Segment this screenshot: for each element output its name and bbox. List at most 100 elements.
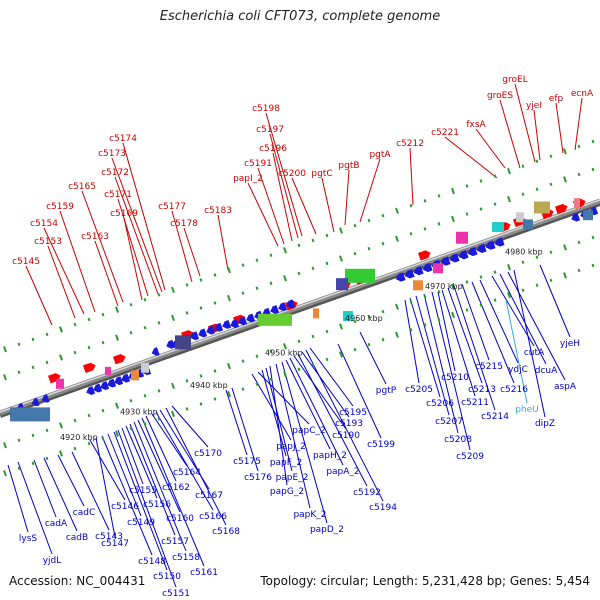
- tick-mark: [227, 294, 231, 302]
- gene-box: [343, 311, 353, 322]
- tick-mark: [395, 303, 399, 310]
- tick-mark: [409, 232, 413, 236]
- gene-label: papH_2: [313, 451, 347, 461]
- leader-line: [113, 431, 168, 571]
- tick-mark: [507, 291, 511, 299]
- gene-arrow: [214, 322, 224, 332]
- tick-mark: [493, 298, 497, 302]
- leader-line: [479, 279, 519, 364]
- scale-label: 4950 kbp: [265, 348, 303, 357]
- gene-box: [56, 378, 64, 389]
- tick-mark: [157, 389, 161, 393]
- gene-arrow: [476, 243, 487, 253]
- tick-mark: [31, 365, 35, 370]
- gene-label: c5150: [153, 572, 181, 582]
- tick-mark: [563, 148, 567, 155]
- gene-arrow: [278, 302, 288, 312]
- leader-line: [183, 227, 201, 277]
- gene-arrow: [151, 347, 160, 356]
- gene-label: c5149: [127, 518, 155, 528]
- gene-box: [313, 308, 319, 319]
- tick-mark: [255, 382, 259, 386]
- leader-line: [475, 128, 506, 169]
- tick-mark: [171, 314, 175, 322]
- leader-line: [111, 157, 163, 293]
- tick-mark: [59, 422, 63, 429]
- tick-mark: [353, 223, 357, 228]
- leader-line: [165, 407, 227, 526]
- tick-mark: [255, 286, 259, 290]
- leader-line: [269, 133, 299, 239]
- gene-arrow: [246, 313, 256, 323]
- gene-label: c5151: [162, 589, 190, 599]
- tick-mark: [535, 187, 539, 192]
- leader-line: [17, 461, 53, 555]
- tick-mark: [381, 213, 385, 218]
- gene-box: [141, 362, 149, 373]
- tick-mark: [101, 436, 105, 441]
- scale-label: 4970 kbp: [425, 282, 463, 291]
- leader-line: [281, 361, 328, 524]
- gene-arrow: [114, 376, 124, 386]
- gene-label: c5177: [158, 202, 186, 212]
- gene-label: c5172: [101, 168, 129, 178]
- tick-mark: [479, 303, 483, 307]
- gene-label: c5211: [461, 398, 489, 408]
- tick-mark: [325, 329, 329, 334]
- tick-mark: [115, 306, 119, 313]
- tick-mark: [115, 430, 119, 437]
- gene-arrow: [41, 394, 50, 403]
- tick-mark: [45, 332, 49, 337]
- gene-label: c5154: [30, 219, 58, 229]
- gene-label: c5192: [353, 488, 381, 498]
- gene-arrow: [467, 246, 478, 257]
- tick-mark: [171, 286, 175, 294]
- tick-mark: [199, 374, 203, 378]
- gene-label: pgtC: [311, 169, 332, 179]
- gene-label: c5175: [233, 457, 261, 467]
- tick-mark: [577, 172, 581, 177]
- tick-mark: [213, 273, 217, 277]
- leader-line: [141, 417, 205, 567]
- gene-box: [345, 268, 375, 283]
- gene-arrow: [238, 316, 248, 326]
- leader-line: [505, 299, 528, 404]
- leader-line: [297, 353, 368, 487]
- gene-labels: c5145 c5153 c5154 c5159 c5163 c5165 c5169 c5171…: [12, 75, 594, 599]
- tick-mark: [409, 204, 413, 208]
- tick-mark: [3, 346, 7, 353]
- tick-mark: [311, 266, 315, 271]
- gene-label: c5145: [12, 257, 40, 267]
- leader-line: [171, 210, 193, 283]
- gene-label: c5160: [166, 514, 194, 524]
- tick-mark: [339, 255, 343, 262]
- tick-mark: [591, 139, 595, 144]
- tick-mark: [31, 461, 35, 466]
- leader-line: [359, 331, 387, 385]
- leader-line: [151, 413, 188, 467]
- gene-label: papG_2: [270, 487, 304, 497]
- gene-label: papD_2: [310, 525, 344, 535]
- gene-label: c5166: [199, 512, 227, 522]
- gene-label: dcuA: [535, 366, 558, 376]
- tick-mark: [381, 241, 385, 246]
- gene-label: c5205: [405, 385, 433, 395]
- gene-label: c5206: [426, 399, 454, 409]
- tick-mark: [325, 261, 329, 266]
- leader-line: [461, 283, 490, 361]
- gene-arrow: [31, 397, 40, 407]
- gene-label: pgtB: [338, 161, 359, 171]
- gene-label: groEL: [502, 75, 527, 85]
- leader-line: [344, 169, 350, 226]
- gene-label: c5171: [104, 190, 132, 200]
- tick-mark: [283, 343, 287, 350]
- gene-features: [10, 198, 599, 422]
- gene-label: c5159: [46, 202, 74, 212]
- gene-arrow: [485, 240, 496, 250]
- tick-mark: [493, 174, 497, 178]
- leader-line: [453, 285, 496, 411]
- gene-label: aspA: [554, 382, 577, 392]
- leader-line: [155, 411, 214, 511]
- tick-mark: [311, 238, 315, 243]
- leader-line: [101, 435, 153, 556]
